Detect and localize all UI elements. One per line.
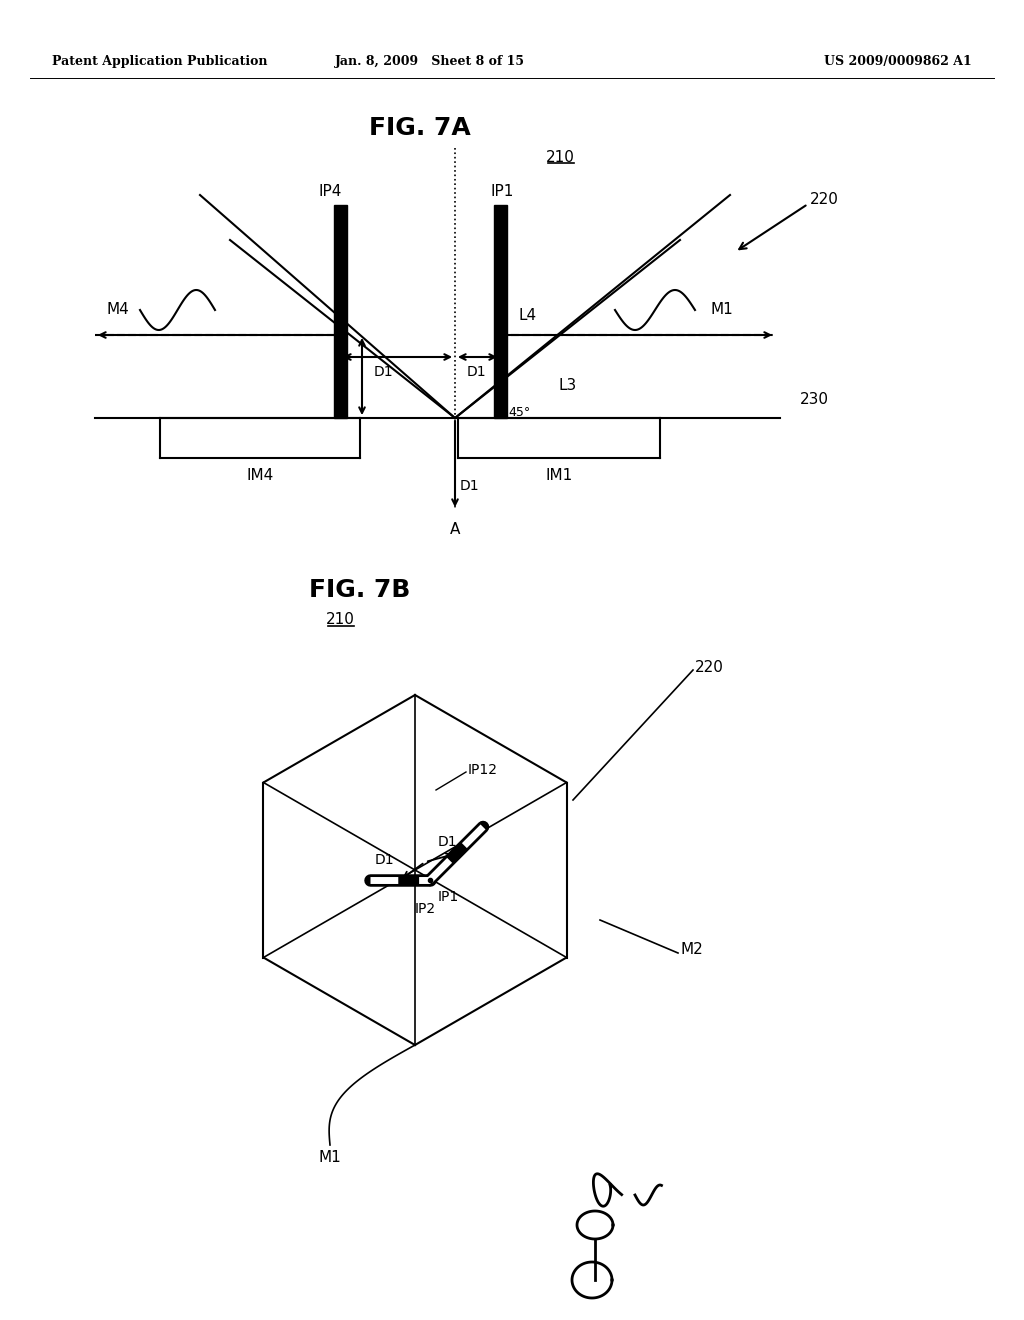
Bar bbox=[494, 205, 507, 418]
Text: FIG. 7A: FIG. 7A bbox=[369, 116, 471, 140]
Text: D1: D1 bbox=[460, 479, 479, 492]
Text: IM1: IM1 bbox=[546, 467, 572, 483]
Bar bbox=[334, 205, 347, 418]
Text: A: A bbox=[450, 521, 460, 537]
Text: US 2009/0009862 A1: US 2009/0009862 A1 bbox=[824, 55, 972, 69]
Text: M4: M4 bbox=[106, 302, 130, 318]
Text: L3: L3 bbox=[558, 378, 577, 392]
Text: IP1: IP1 bbox=[490, 185, 513, 199]
Text: IP1: IP1 bbox=[438, 890, 459, 904]
Text: 45°: 45° bbox=[508, 405, 530, 418]
Text: Patent Application Publication: Patent Application Publication bbox=[52, 55, 267, 69]
Text: M2: M2 bbox=[680, 942, 702, 957]
Text: IP12: IP12 bbox=[468, 763, 498, 777]
Text: Jan. 8, 2009   Sheet 8 of 15: Jan. 8, 2009 Sheet 8 of 15 bbox=[335, 55, 525, 69]
Text: D1: D1 bbox=[438, 836, 458, 849]
Text: 220: 220 bbox=[810, 193, 839, 207]
Text: D1: D1 bbox=[375, 853, 394, 867]
Text: FIG. 7B: FIG. 7B bbox=[309, 578, 411, 602]
Text: 230: 230 bbox=[800, 392, 829, 408]
Text: D1: D1 bbox=[466, 366, 485, 379]
Text: IM4: IM4 bbox=[247, 467, 273, 483]
Text: 210: 210 bbox=[546, 150, 574, 165]
Text: D1: D1 bbox=[373, 366, 393, 379]
Text: 220: 220 bbox=[695, 660, 724, 676]
Text: IP2: IP2 bbox=[415, 902, 436, 916]
Text: M1: M1 bbox=[318, 1150, 341, 1164]
Text: M1: M1 bbox=[710, 302, 733, 318]
Text: 210: 210 bbox=[326, 612, 354, 627]
Text: L4: L4 bbox=[518, 308, 537, 323]
Text: IP4: IP4 bbox=[318, 185, 341, 199]
